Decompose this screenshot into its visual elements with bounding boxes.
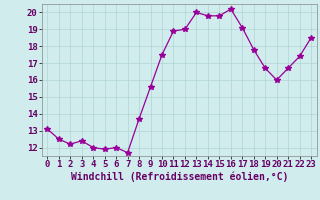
X-axis label: Windchill (Refroidissement éolien,°C): Windchill (Refroidissement éolien,°C) <box>70 172 288 182</box>
